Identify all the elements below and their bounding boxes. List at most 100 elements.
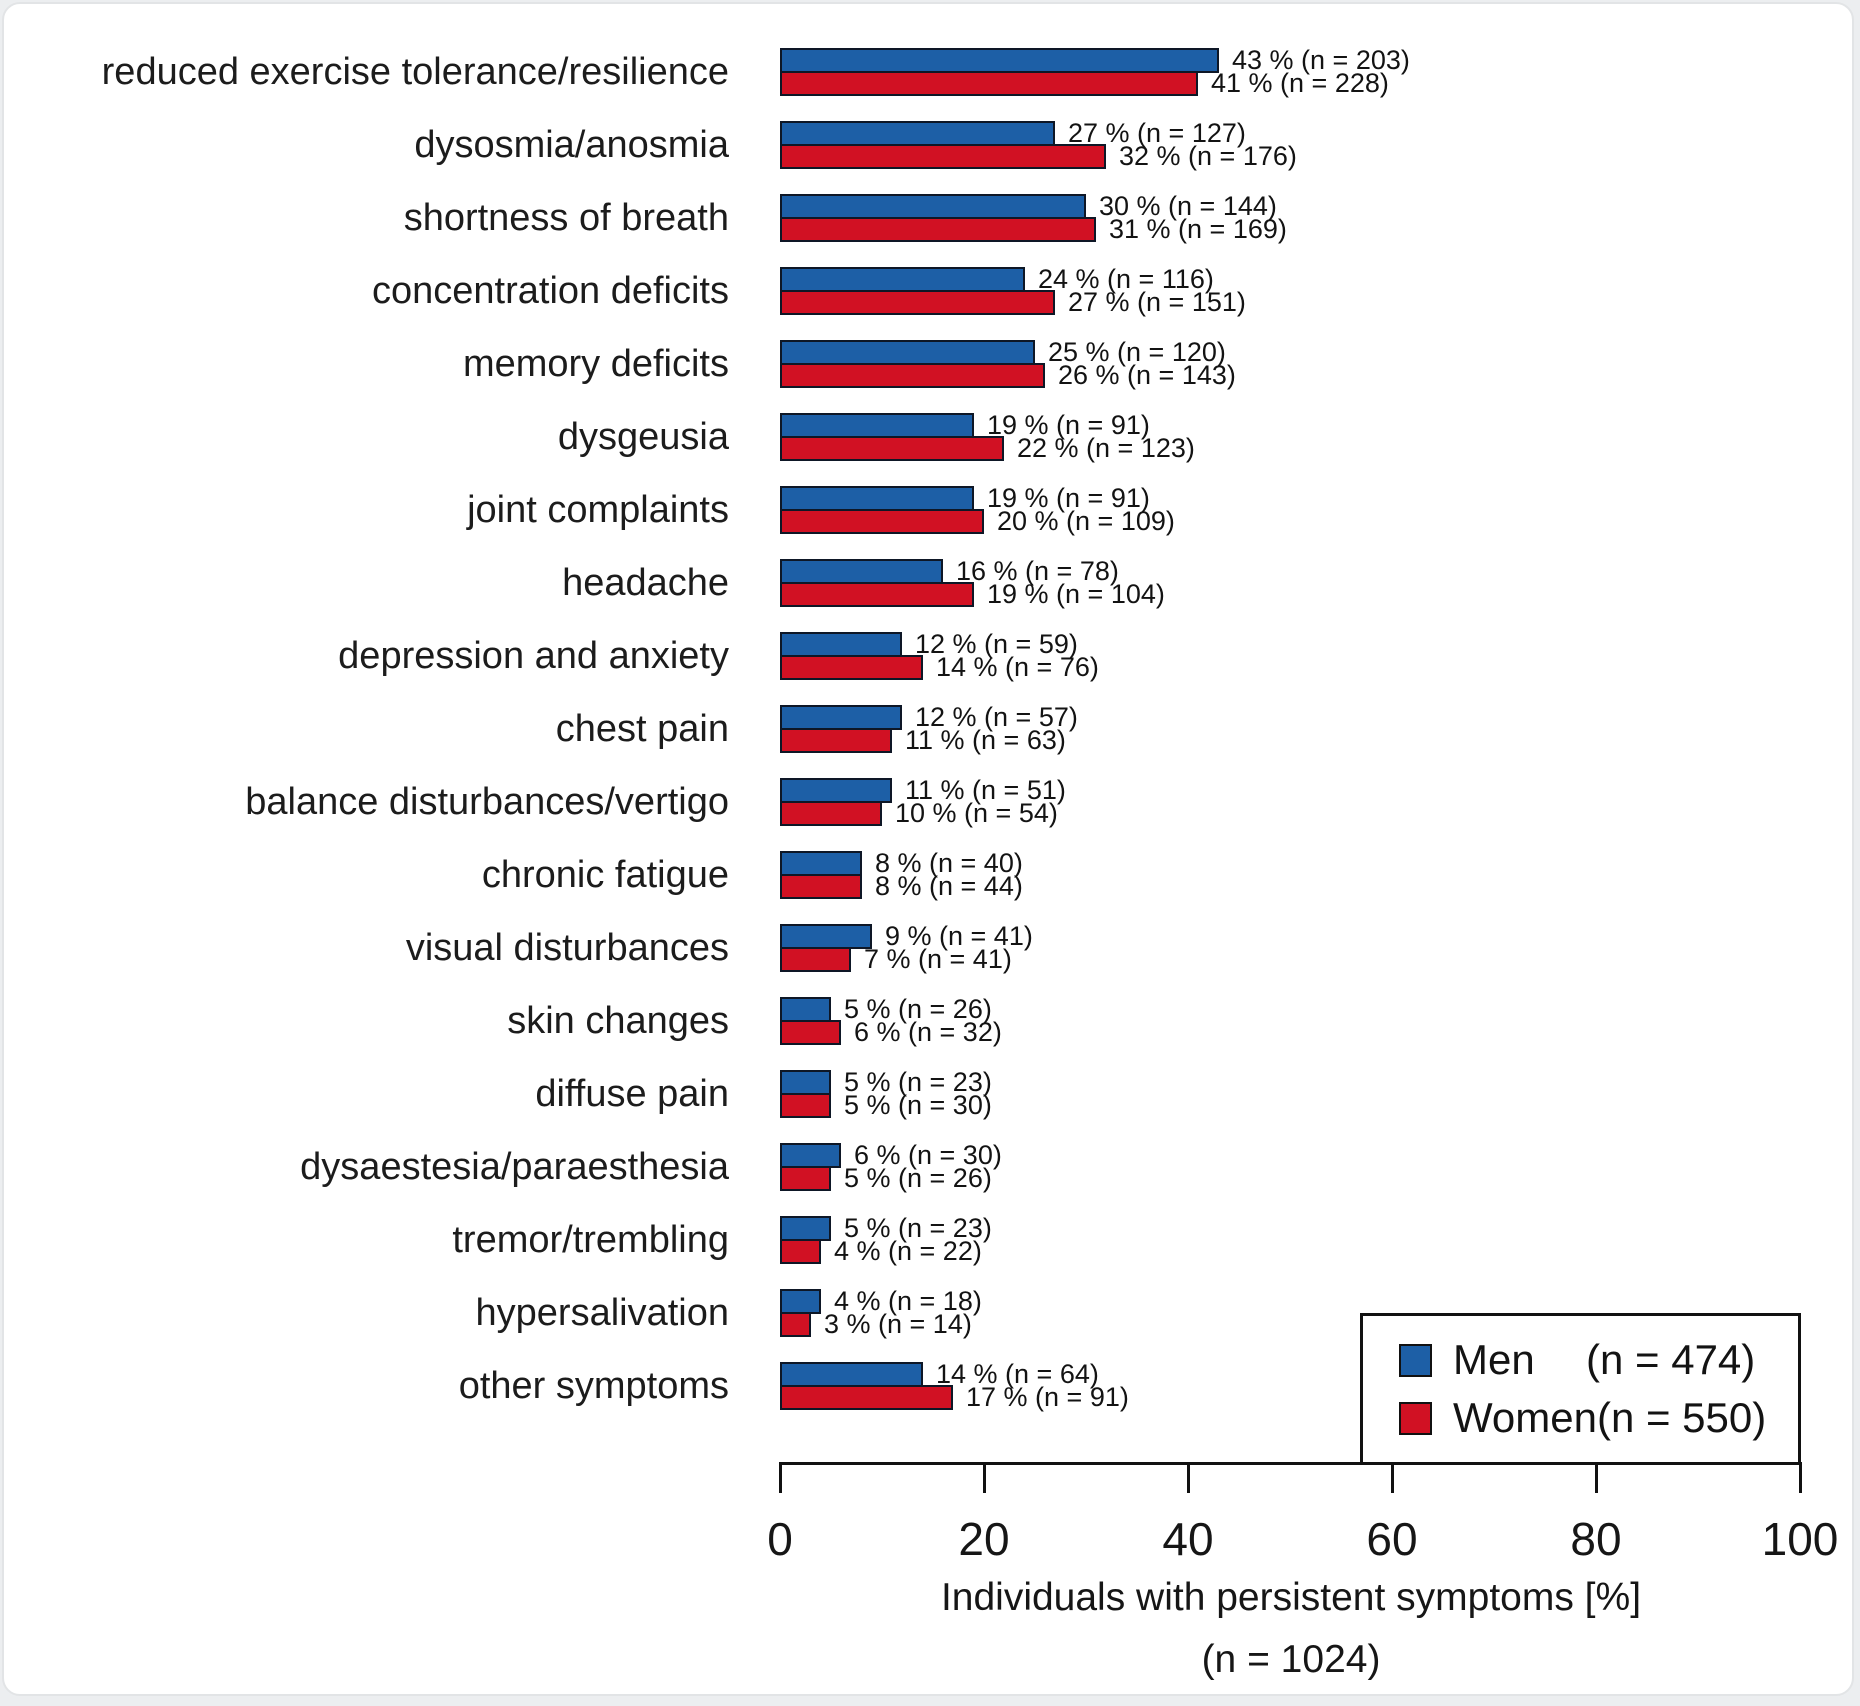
women-bar-line: 8 % (n = 44)	[780, 871, 1023, 901]
x-tick-label: 100	[1761, 1513, 1839, 1565]
men-bar-label: 19 % (n = 91)	[987, 410, 1150, 440]
men-bar-line: 5 % (n = 23)	[780, 1067, 992, 1097]
women-bar	[780, 947, 851, 972]
men-bar-line: 19 % (n = 91)	[780, 410, 1195, 440]
symptom-row: balance disturbances/vertigo 11 % (n = 5…	[4, 775, 1410, 827]
category-label: joint complaints	[467, 489, 729, 531]
category-label: visual disturbances	[405, 927, 729, 969]
men-bar-line: 43 % (n = 203)	[780, 47, 1410, 74]
x-tick-label: 80	[1570, 1513, 1622, 1565]
men-bar-label: 5 % (n = 23)	[844, 1067, 992, 1097]
x-tick-label: 60	[1366, 1513, 1418, 1565]
women-bar-label: 31 % (n = 169)	[1109, 214, 1287, 244]
bar-group: 6 % (n = 30) 5 % (n = 26)	[780, 1140, 1002, 1193]
category-label: memory deficits	[462, 343, 729, 385]
bar-group: 5 % (n = 23) 5 % (n = 30)	[780, 1067, 992, 1119]
men-bar-line: 14 % (n = 64)	[780, 1361, 1129, 1388]
symptom-row: hypersalivation 4 % (n = 18) 3 % (n = 14…	[4, 1286, 1410, 1339]
women-bar-label: 6 % (n = 32)	[854, 1017, 1002, 1047]
legend-women-name: Women	[1453, 1394, 1597, 1441]
men-bar-line: 12 % (n = 59)	[780, 631, 1099, 658]
bar-group: 43 % (n = 203) 41 % (n = 228)	[780, 47, 1410, 98]
x-tick	[1799, 1462, 1802, 1493]
women-bar	[780, 144, 1106, 169]
x-tick	[1391, 1462, 1394, 1493]
category-label: depression and anxiety	[338, 635, 729, 677]
bar-rows: reduced exercise tolerance/resilience 43…	[4, 47, 1410, 1411]
bar-group: 9 % (n = 41) 7 % (n = 41)	[780, 923, 1033, 974]
men-bar	[780, 997, 831, 1022]
men-bar	[780, 48, 1219, 73]
men-bar-label: 30 % (n = 144)	[1099, 191, 1277, 221]
men-bar	[780, 340, 1035, 365]
women-bar	[780, 436, 1004, 461]
symptom-row: shortness of breath 30 % (n = 144) 31 % …	[4, 191, 1410, 244]
men-bar-label: 16 % (n = 78)	[956, 556, 1119, 586]
men-bar	[780, 1070, 831, 1095]
men-bar	[780, 413, 974, 438]
men-bar-line: 30 % (n = 144)	[780, 191, 1287, 221]
category-label: dysgeusia	[557, 416, 729, 458]
x-tick	[1595, 1462, 1598, 1493]
category-label: chronic fatigue	[481, 854, 729, 896]
category-label: other symptoms	[458, 1365, 729, 1407]
men-bar	[780, 1289, 821, 1314]
women-bar-label: 19 % (n = 104)	[987, 579, 1165, 609]
symptom-row: reduced exercise tolerance/resilience 43…	[4, 47, 1410, 98]
women-bar	[780, 1385, 953, 1410]
women-bar	[780, 363, 1045, 388]
x-tick-label: 40	[1162, 1513, 1214, 1565]
category-label: shortness of breath	[403, 197, 729, 239]
women-bar-line: 19 % (n = 104)	[780, 579, 1165, 609]
women-bar	[780, 874, 862, 899]
bar-group: 14 % (n = 64) 17 % (n = 91)	[780, 1361, 1129, 1411]
bar-group: 19 % (n = 91) 20 % (n = 109)	[780, 485, 1175, 535]
women-bar-label: 7 % (n = 41)	[864, 944, 1012, 974]
symptom-row: dysgeusia 19 % (n = 91) 22 % (n = 123)	[4, 410, 1410, 462]
bar-group: 5 % (n = 23) 4 % (n = 22)	[780, 1213, 992, 1265]
men-bar-label: 5 % (n = 23)	[844, 1213, 992, 1243]
men-bar	[780, 1216, 831, 1241]
men-bar	[780, 778, 892, 803]
symptom-row: dysosmia/anosmia 27 % (n = 127) 32 % (n …	[4, 120, 1410, 171]
women-bar-label: 41 % (n = 228)	[1211, 68, 1389, 98]
men-bar	[780, 1362, 923, 1387]
men-bar	[780, 267, 1025, 292]
symptom-row: headache 16 % (n = 78) 19 % (n = 104)	[4, 556, 1410, 609]
women-bar	[780, 71, 1198, 96]
women-bar	[780, 290, 1055, 315]
category-label: reduced exercise tolerance/resilience	[101, 51, 729, 93]
x-axis-line	[780, 1462, 1802, 1465]
women-bar-line: 10 % (n = 54)	[780, 800, 1066, 827]
women-bar-line: 26 % (n = 143)	[780, 362, 1236, 389]
women-bar-label: 3 % (n = 14)	[824, 1309, 972, 1339]
men-bar-line: 19 % (n = 91)	[780, 485, 1175, 512]
women-bar-line: 27 % (n = 151)	[780, 289, 1246, 316]
women-bar-label: 8 % (n = 44)	[875, 871, 1023, 901]
symptom-row: memory deficits 25 % (n = 120) 26 % (n =…	[4, 339, 1410, 389]
women-bar	[780, 1166, 831, 1191]
women-bar	[780, 1020, 841, 1045]
men-bar-label: 4 % (n = 18)	[834, 1286, 982, 1316]
category-label: headache	[562, 562, 729, 604]
men-bar-label: 12 % (n = 57)	[915, 702, 1078, 732]
women-bar	[780, 1239, 821, 1264]
women-bar-line: 3 % (n = 14)	[780, 1309, 982, 1339]
men-bar-line: 16 % (n = 78)	[780, 556, 1165, 586]
women-bar	[780, 1093, 831, 1118]
women-bar-line: 6 % (n = 32)	[780, 1017, 1002, 1047]
women-bar-label: 11 % (n = 63)	[905, 725, 1066, 755]
men-bar-label: 6 % (n = 30)	[854, 1140, 1002, 1170]
men-bar-label: 11 % (n = 51)	[905, 775, 1066, 805]
category-label: diffuse pain	[535, 1073, 729, 1115]
x-tick	[983, 1462, 986, 1493]
men-bar-line: 5 % (n = 23)	[780, 1213, 992, 1243]
category-label: hypersalivation	[475, 1292, 729, 1334]
legend-women-count: (n = 550)	[1596, 1394, 1767, 1441]
men-bar	[780, 121, 1055, 146]
women-bar	[780, 728, 892, 753]
women-bar-label: 32 % (n = 176)	[1119, 141, 1297, 171]
women-bar	[780, 1312, 811, 1337]
women-bar-label: 5 % (n = 26)	[844, 1163, 992, 1193]
